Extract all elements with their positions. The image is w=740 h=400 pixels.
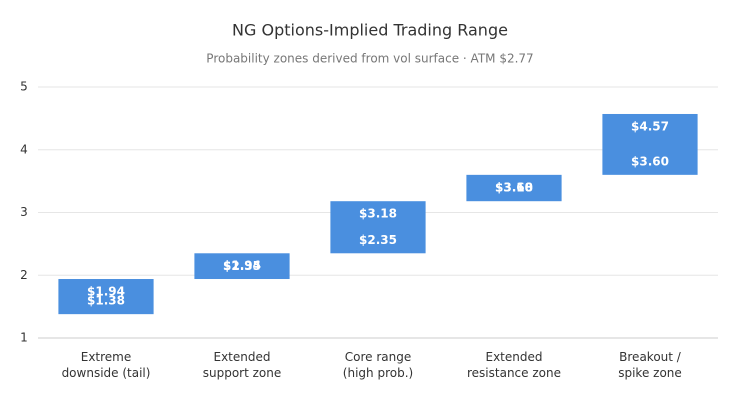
value-label: $2.35 (223, 259, 261, 273)
x-tick-label: Breakout / spike zone (618, 350, 682, 380)
bar (602, 113, 698, 175)
y-tick-label: 3 (20, 205, 28, 219)
value-label: $3.18 (495, 181, 533, 195)
y-tick-label: 1 (20, 331, 28, 345)
x-tick-line: support zone (203, 366, 282, 380)
value-label: $4.57 (631, 119, 669, 133)
x-tick-label: Core range (high prob.) (343, 350, 413, 380)
x-tick-label: Extended support zone (203, 350, 282, 380)
value-label: $1.94 (223, 259, 261, 273)
value-label: $3.60 (495, 180, 533, 194)
x-tick-line: resistance zone (467, 366, 561, 380)
value-label: $2.35 (359, 233, 397, 247)
value-label: $3.18 (359, 207, 397, 221)
x-tick-label: Extreme downside (tail) (62, 350, 151, 380)
bar (466, 174, 562, 202)
x-tick-line: downside (tail) (62, 366, 151, 380)
bar (194, 253, 290, 280)
y-tick-label: 4 (20, 142, 28, 156)
x-tick-label: Extended resistance zone (467, 350, 561, 380)
bar (58, 279, 154, 315)
value-label: $1.94 (87, 285, 125, 299)
x-tick-line: Extreme (81, 350, 132, 364)
chart-subtitle: Probability zones derived from vol surfa… (206, 52, 533, 66)
value-label: $1.38 (87, 294, 125, 308)
x-tick-line: Extended (214, 350, 271, 364)
x-tick-line: Extended (486, 350, 543, 364)
x-tick-line: Core range (345, 350, 411, 364)
value-label: $3.60 (631, 154, 669, 168)
chart-title: NG Options-Implied Trading Range (232, 21, 508, 40)
x-tick-line: (high prob.) (343, 366, 413, 380)
bar (330, 201, 426, 254)
x-tick-line: Breakout / (619, 350, 682, 364)
x-tick-line: spike zone (618, 366, 682, 380)
y-tick-label: 5 (20, 80, 28, 94)
y-tick-label: 2 (20, 268, 28, 282)
